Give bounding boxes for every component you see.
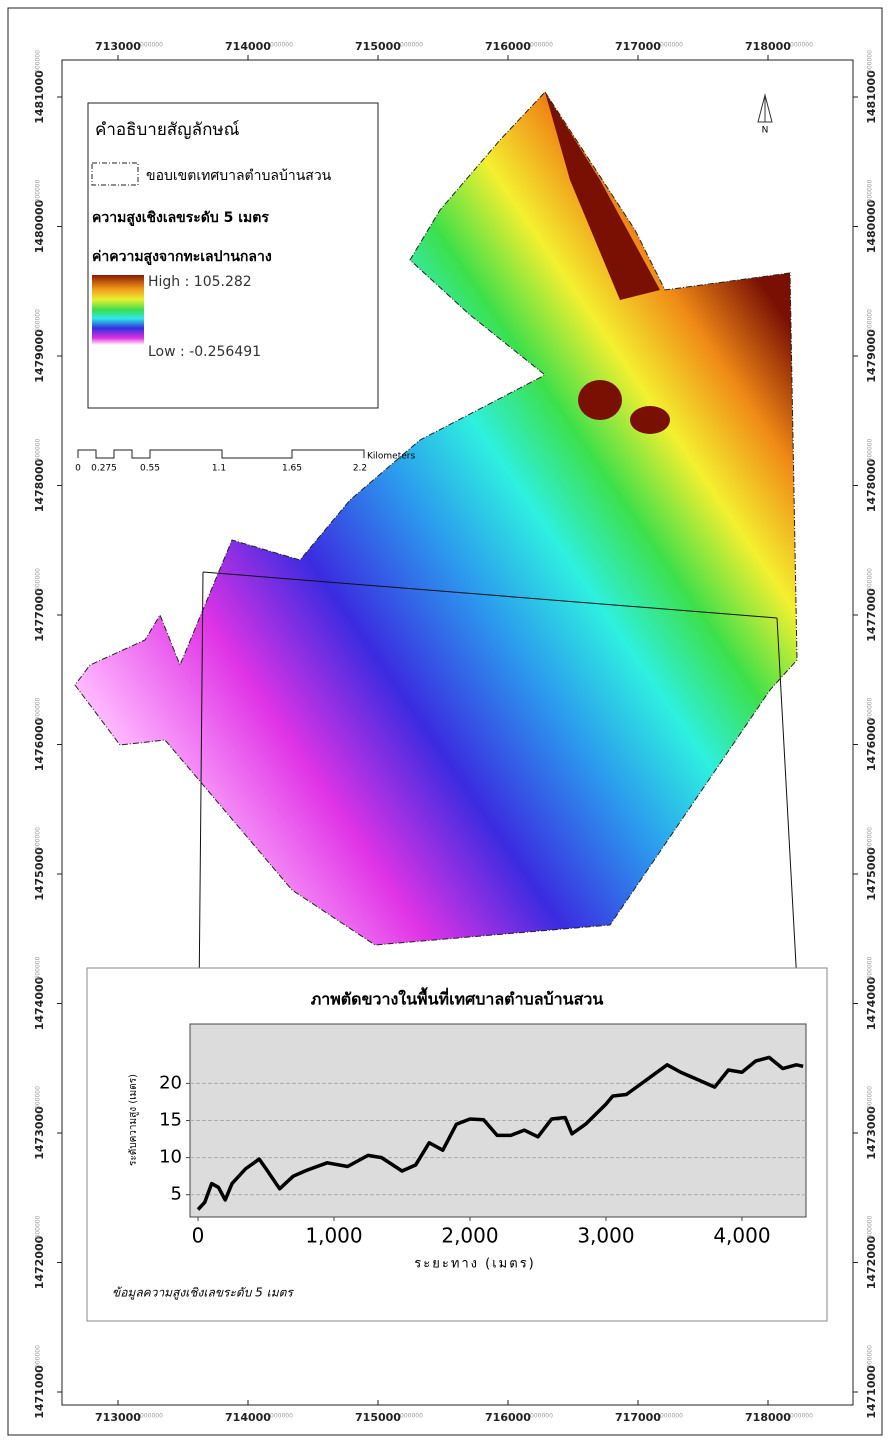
scale-unit: Kilometers [367, 452, 415, 462]
y-tick-label: 20 [159, 1072, 182, 1093]
y-coord-label: 1481000 [33, 70, 46, 124]
x-tick-label: 3,000 [577, 1224, 634, 1248]
coord-decimals: 000000 [35, 697, 42, 720]
legend-low: Low : -0.256491 [148, 344, 261, 360]
coord-decimals: 000000 [400, 1413, 423, 1420]
x-axis-label: ระยะทาง (เมตร) [414, 1257, 536, 1272]
north-label: N [762, 126, 769, 136]
y-coord-label: 1473000 [33, 1106, 46, 1160]
y-coord-label: 1476000 [865, 717, 878, 771]
coord-decimals: 000000 [867, 697, 874, 720]
x-tick-label: 1,000 [305, 1224, 362, 1248]
x-tick-label: 4,000 [713, 1224, 770, 1248]
coord-decimals: 000000 [867, 568, 874, 591]
x-tick-label: 2,000 [441, 1224, 498, 1248]
x-coord-label: 715000 [355, 40, 401, 53]
coord-decimals: 000000 [867, 179, 874, 202]
scale-label: 2.2 [353, 464, 367, 474]
y-coord-label: 1479000 [865, 329, 878, 383]
x-coord-label: 713000 [95, 1411, 141, 1424]
chart-title: ภาพตัดขวางในพื้นที่เทศบาลตำบลบ้านสวน [311, 987, 604, 1009]
x-coord-label: 713000 [95, 40, 141, 53]
legend: คำอธิบายสัญลักษณ์ ขอบเขตเทศบาลตำบลบ้านสว… [88, 103, 378, 408]
y-coord-label: 1472000 [865, 1235, 878, 1289]
x-coord-label: 714000 [225, 1411, 271, 1424]
y-coord-label: 1471000 [33, 1365, 46, 1419]
data-note: ข้อมูลความสูงเชิงเลขระดับ 5 เมตร [112, 1286, 294, 1301]
y-coord-label: 1473000 [865, 1106, 878, 1160]
scale-label: 1.1 [212, 464, 226, 474]
y-coord-label: 1481000 [865, 70, 878, 124]
legend-high: High : 105.282 [148, 274, 252, 290]
coord-decimals: 000000 [867, 438, 874, 461]
coord-decimals: 000000 [530, 42, 553, 49]
coord-decimals: 000000 [35, 309, 42, 332]
y-coord-label: 1471000 [865, 1365, 878, 1419]
y-tick-label: 10 [159, 1147, 182, 1168]
coord-decimals: 000000 [35, 50, 42, 73]
coord-decimals: 000000 [35, 1345, 42, 1368]
y-coord-label: 1472000 [33, 1235, 46, 1289]
y-coord-label: 1475000 [865, 847, 878, 901]
coord-decimals: 000000 [790, 1413, 813, 1420]
y-coord-label: 1479000 [33, 329, 46, 383]
x-coord-label: 715000 [355, 1411, 401, 1424]
page: N คำอธิบายสัญลักษณ์ ขอบเขตเทศบาลตำบลบ้าน… [0, 0, 891, 1443]
coord-decimals: 000000 [35, 1215, 42, 1238]
y-coord-label: 1480000 [865, 199, 878, 253]
coord-decimals: 000000 [660, 42, 683, 49]
coord-decimals: 000000 [270, 1413, 293, 1420]
coord-decimals: 000000 [660, 1413, 683, 1420]
coord-decimals: 000000 [867, 827, 874, 850]
coord-decimals: 000000 [35, 568, 42, 591]
coord-decimals: 000000 [867, 1086, 874, 1109]
coord-decimals: 000000 [270, 42, 293, 49]
y-coord-label: 1474000 [33, 976, 46, 1030]
coord-decimals: 000000 [140, 1413, 163, 1420]
legend-elevation: ค่าความสูงจากทะเลปานกลาง [92, 249, 272, 265]
coord-decimals: 000000 [530, 1413, 553, 1420]
scale-label: 1.65 [282, 464, 302, 474]
x-coord-label: 718000 [745, 1411, 791, 1424]
coord-decimals: 000000 [35, 1086, 42, 1109]
scale-label: 0.55 [140, 464, 160, 474]
y-coord-label: 1478000 [33, 458, 46, 512]
coord-decimals: 000000 [867, 956, 874, 979]
legend-title: คำอธิบายสัญลักษณ์ [95, 120, 240, 140]
x-coord-label: 717000 [615, 1411, 661, 1424]
x-coord-label: 717000 [615, 40, 661, 53]
coord-decimals: 000000 [790, 42, 813, 49]
y-coord-label: 1477000 [33, 588, 46, 642]
legend-dem: ความสูงเชิงเลขระดับ 5 เมตร [92, 210, 269, 226]
y-tick-label: 15 [159, 1110, 182, 1131]
x-coord-label: 716000 [485, 40, 531, 53]
x-coord-label: 714000 [225, 40, 271, 53]
peak [578, 380, 622, 420]
coord-decimals: 000000 [867, 309, 874, 332]
scale-label: 0.275 [91, 464, 117, 474]
coord-decimals: 000000 [35, 827, 42, 850]
scale-label: 0 [75, 464, 81, 474]
coord-decimals: 000000 [35, 956, 42, 979]
x-tick-label: 0 [192, 1224, 205, 1248]
coord-decimals: 000000 [867, 50, 874, 73]
coord-decimals: 000000 [867, 1215, 874, 1238]
y-coord-label: 1477000 [865, 588, 878, 642]
x-coord-label: 716000 [485, 1411, 531, 1424]
y-coord-label: 1475000 [33, 847, 46, 901]
coord-decimals: 000000 [35, 179, 42, 202]
coord-decimals: 000000 [35, 438, 42, 461]
y-coord-label: 1478000 [865, 458, 878, 512]
x-coord-label: 718000 [745, 40, 791, 53]
y-tick-label: 5 [171, 1184, 182, 1205]
coord-decimals: 000000 [867, 1345, 874, 1368]
legend-boundary: ขอบเขตเทศบาลตำบลบ้านสวน [146, 168, 332, 184]
y-coord-label: 1474000 [865, 976, 878, 1030]
y-coord-label: 1476000 [33, 717, 46, 771]
y-coord-label: 1480000 [33, 199, 46, 253]
coord-decimals: 000000 [400, 42, 423, 49]
y-axis-label: ระดับความสูง (เมตร) [128, 1074, 139, 1166]
coord-decimals: 000000 [140, 42, 163, 49]
peak [630, 406, 670, 434]
